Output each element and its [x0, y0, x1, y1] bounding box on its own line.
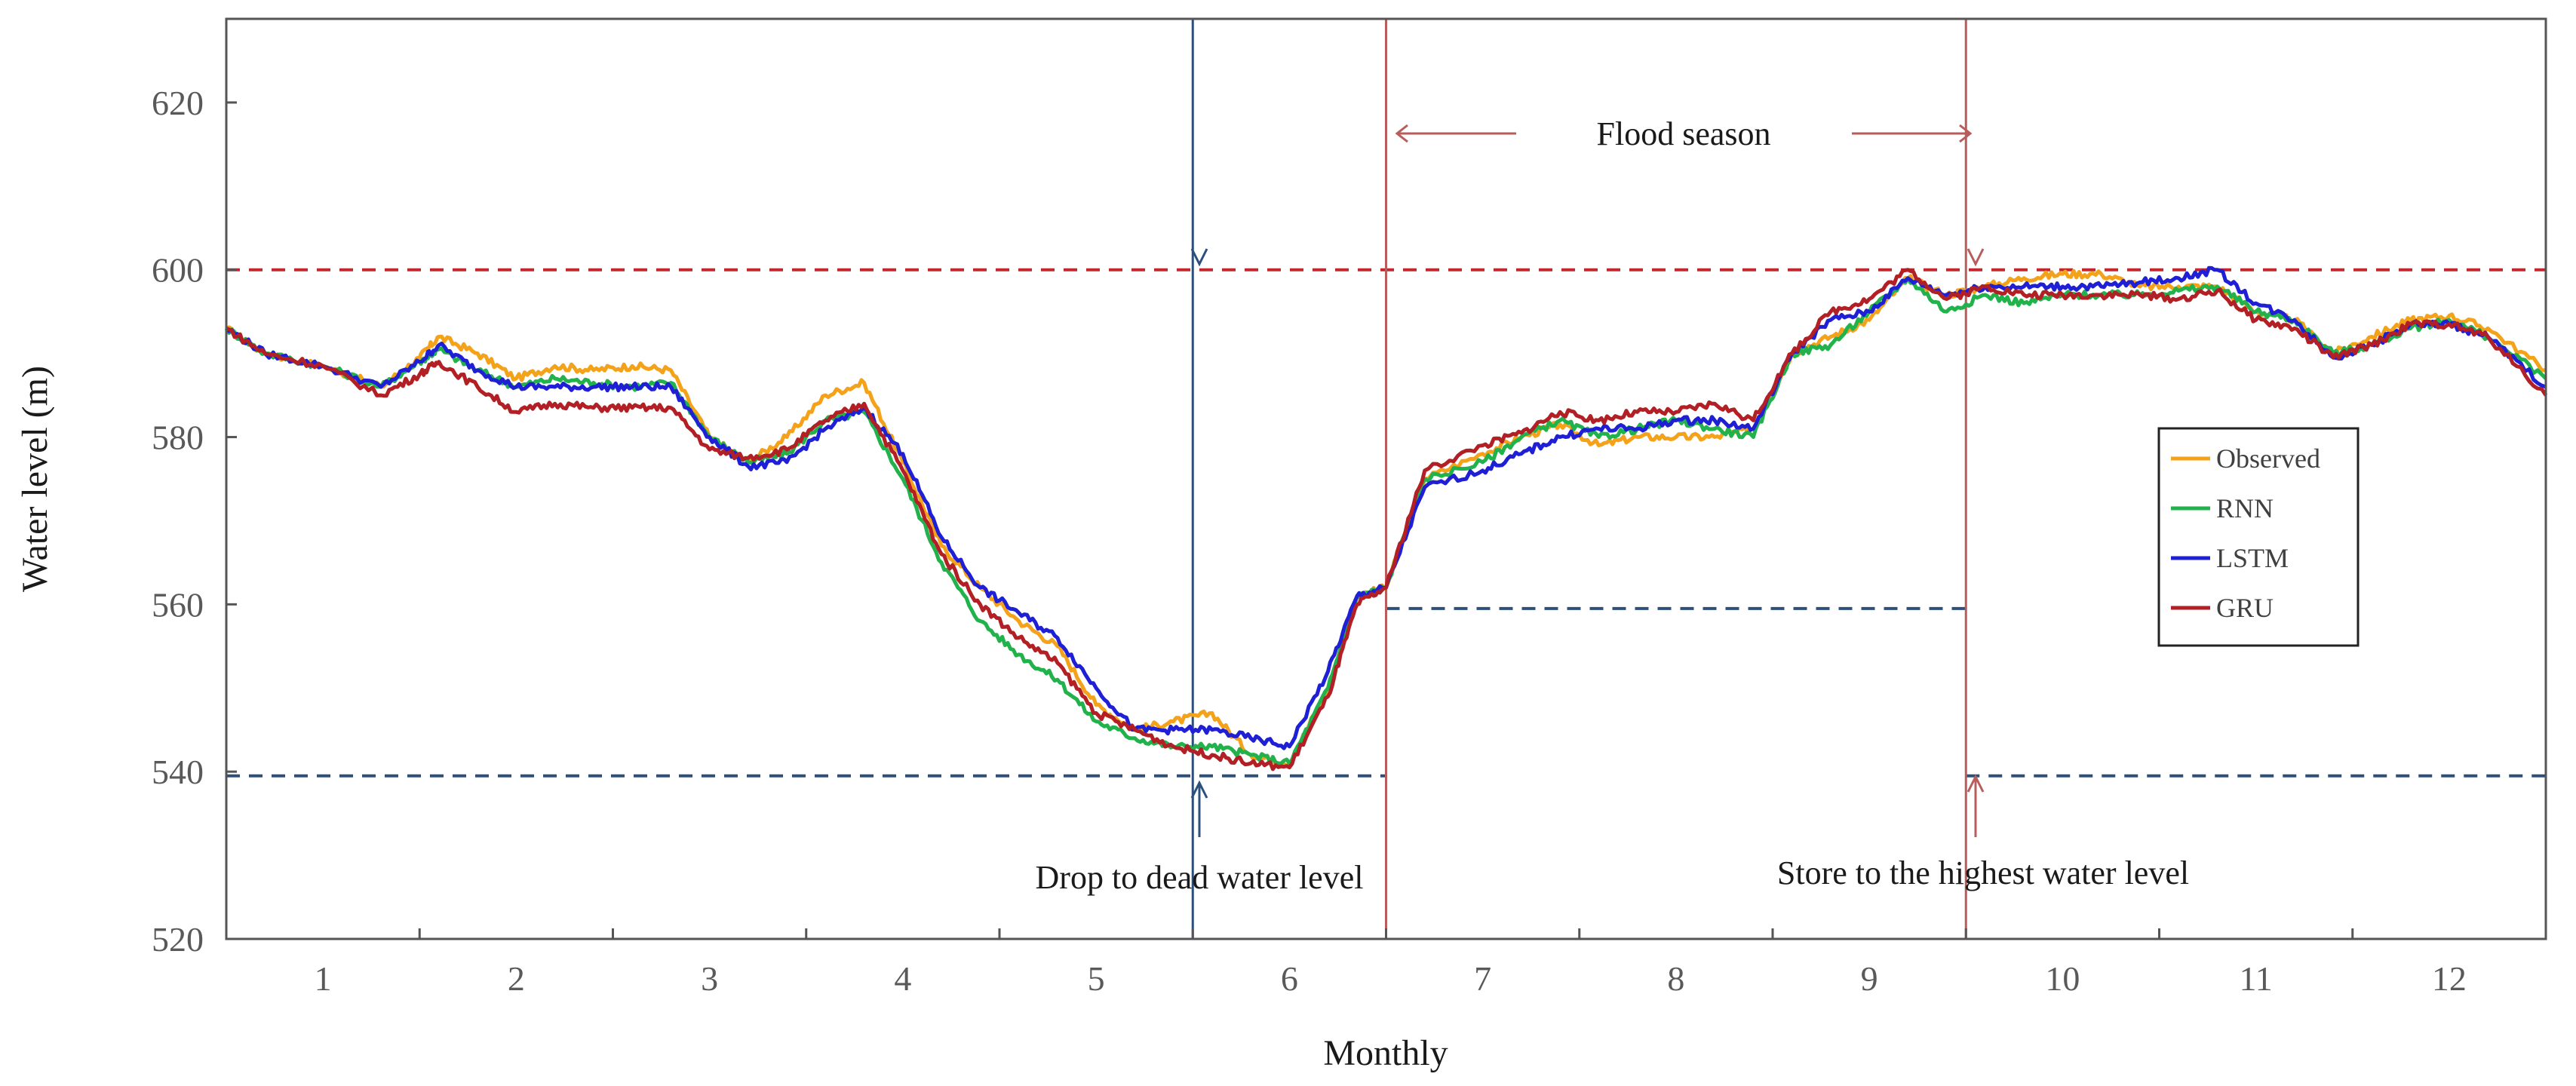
dead-arrow-up-head — [1190, 780, 1208, 799]
y-tick-label: 560 — [152, 585, 204, 624]
x-tick-label: 9 — [1861, 959, 1878, 998]
x-tick-label: 11 — [2239, 959, 2272, 998]
x-tick-label: 10 — [2045, 959, 2080, 998]
x-tick-label: 8 — [1667, 959, 1684, 998]
series-lines — [224, 265, 2548, 772]
highest-arrow-down-head — [1967, 248, 1985, 267]
dead-level-annotation: Drop to dead water level — [1036, 248, 1364, 896]
x-axis-ticks: 1 2 3 4 5 6 7 8 9 10 11 12 — [315, 928, 2467, 998]
flood-arrow-right-head — [1959, 124, 1973, 143]
y-tick-label: 600 — [152, 251, 204, 290]
legend: Observed RNN LSTM GRU — [2157, 427, 2360, 647]
legend-label-observed: Observed — [2216, 443, 2320, 474]
x-tick-label: 6 — [1281, 959, 1298, 998]
highest-level-annotation: Store to the highest water level — [1777, 248, 2189, 891]
legend-label-gru: GRU — [2216, 593, 2274, 623]
flood-arrow-left-head — [1395, 124, 1408, 143]
x-tick-label: 7 — [1474, 959, 1491, 998]
y-tick-label: 580 — [152, 419, 204, 457]
legend-label-rnn: RNN — [2216, 493, 2274, 523]
store-highest-label: Store to the highest water level — [1777, 854, 2189, 891]
y-axis-title: Water level (m) — [15, 366, 55, 592]
highest-arrow-up-head — [1967, 774, 1985, 793]
drop-to-dead-label: Drop to dead water level — [1036, 859, 1364, 896]
x-tick-label: 4 — [894, 959, 911, 998]
y-axis-ticks: 520 540 560 580 600 620 — [152, 84, 237, 959]
x-tick-label: 3 — [701, 959, 718, 998]
y-tick-label: 620 — [152, 84, 204, 122]
flood-season-label: Flood season — [1597, 115, 1771, 152]
y-tick-label: 520 — [152, 920, 204, 959]
dead-arrow-down-head — [1190, 248, 1208, 267]
x-tick-label: 1 — [315, 959, 332, 998]
vertical-markers — [1191, 19, 1967, 939]
x-tick-label: 5 — [1088, 959, 1105, 998]
y-tick-label: 540 — [152, 753, 204, 791]
x-axis-title: Monthly — [1323, 1033, 1448, 1073]
legend-label-lstm: LSTM — [2216, 543, 2289, 573]
flood-season-annotation: Flood season — [1395, 115, 1973, 152]
x-tick-label: 2 — [508, 959, 525, 998]
series-line-gru — [226, 268, 2548, 772]
x-tick-label: 12 — [2432, 959, 2467, 998]
